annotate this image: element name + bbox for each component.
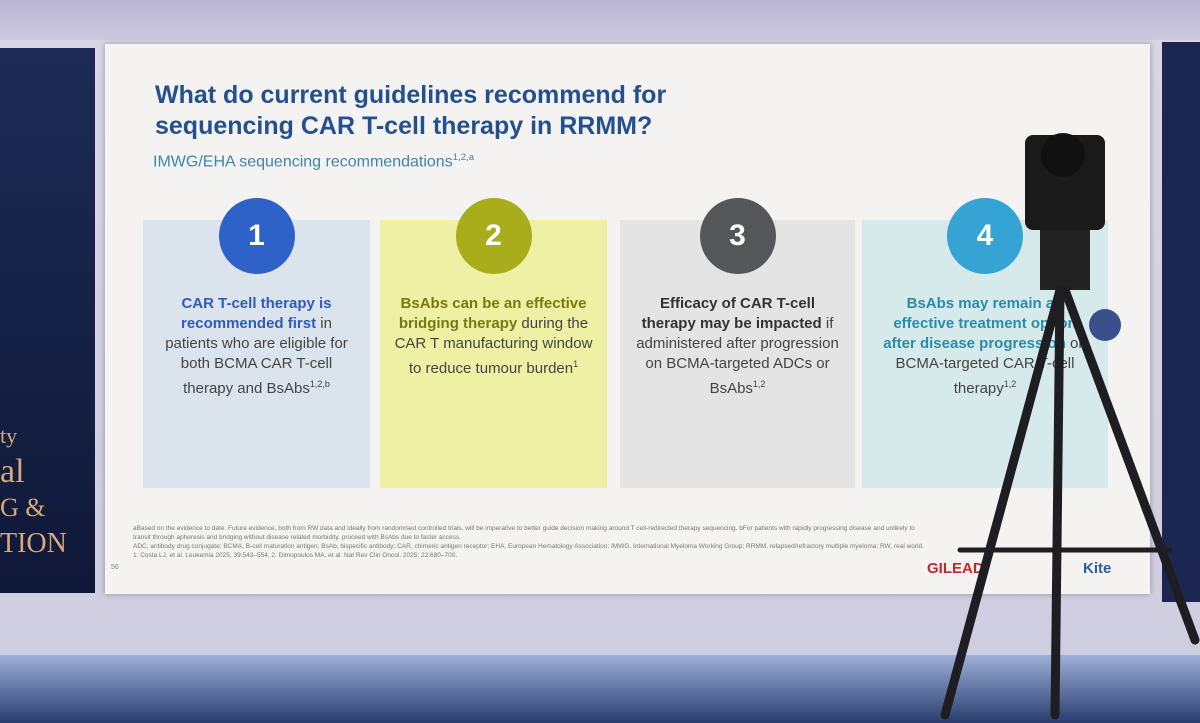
card-body: BsAbs can be an effective bridging thera… (394, 294, 593, 379)
footnotes: aBased on the evidence to date. Future e… (133, 524, 933, 560)
tripod-legs (940, 285, 1200, 720)
subtitle-text: IMWG/EHA sequencing recommendations (153, 153, 453, 171)
camera-mount (1040, 230, 1090, 290)
card: 2 BsAbs can be an effective bridging ther… (380, 198, 607, 488)
card-bold: BsAbs can be an effective bridging thera… (398, 295, 587, 332)
superscript: 1,2 (1003, 379, 1017, 389)
card-text: during the CAR T manufacturing window to… (394, 315, 593, 377)
card: 3 Efficacy of CAR T-cell therapy may be i… (620, 198, 855, 488)
card-text: in patients who are eligible for both BC… (165, 315, 348, 397)
superscript: 1,2 (752, 379, 766, 389)
card-number: 1 (218, 198, 295, 274)
side-text: TION (0, 528, 67, 559)
stage (0, 655, 1200, 723)
side-text: al (0, 453, 25, 490)
superscript: 1,2,b (309, 379, 330, 389)
footnote: aBased on the evidence to date. Future e… (133, 525, 915, 541)
logo: Kite (1083, 560, 1112, 577)
card: 1 CAR T-cell therapy is recommended first… (143, 198, 370, 488)
card: 4 BsAbs may remain an effective treatment… (862, 198, 1108, 488)
card-number: 4 (947, 198, 1023, 274)
card-body: BsAbs may remain an effective treatment … (876, 294, 1094, 399)
card-bold: Efficacy of CAR T-cell therapy may be im… (641, 295, 822, 332)
camera-lens (1041, 133, 1085, 177)
slide: What do current guidelines recommend for… (105, 44, 1150, 594)
card-bold: BsAbs may remain an effective treatment … (883, 295, 1077, 352)
footnote: ADC, antibody drug conjugate; BCMA, B-ce… (133, 543, 924, 550)
card-number: 2 (455, 198, 532, 274)
side-screen: ty al G & TION (0, 48, 95, 593)
superscript: 1 (573, 359, 579, 369)
superscript: 1,2,a (452, 152, 475, 163)
card-body: CAR T-cell therapy is recommended first … (157, 294, 356, 399)
title-line: What do current guidelines recommend for (155, 81, 667, 109)
card-body: Efficacy of CAR T-cell therapy may be im… (634, 294, 841, 399)
side-text: G & (0, 493, 46, 522)
side-screen (1162, 42, 1200, 602)
card-text: if administered after progression on BCM… (636, 315, 839, 397)
card-bold: CAR T-cell therapy is recommended first (181, 295, 332, 332)
card-number: 3 (699, 198, 776, 274)
subtitle: IMWG/EHA sequencing recommendations1,2,a (153, 152, 474, 171)
tripod-knob (1089, 309, 1121, 341)
footnote: 1. Costa LJ, et al. Leukemia 2025; 39:54… (133, 552, 458, 559)
slide-number: 56 (111, 564, 119, 571)
logo: GILEAD (927, 560, 984, 577)
title-line: sequencing CAR T-cell therapy in RRMM? (155, 112, 653, 140)
side-text: ty (0, 423, 18, 448)
slide-title: What do current guidelines recommend for… (155, 80, 666, 142)
